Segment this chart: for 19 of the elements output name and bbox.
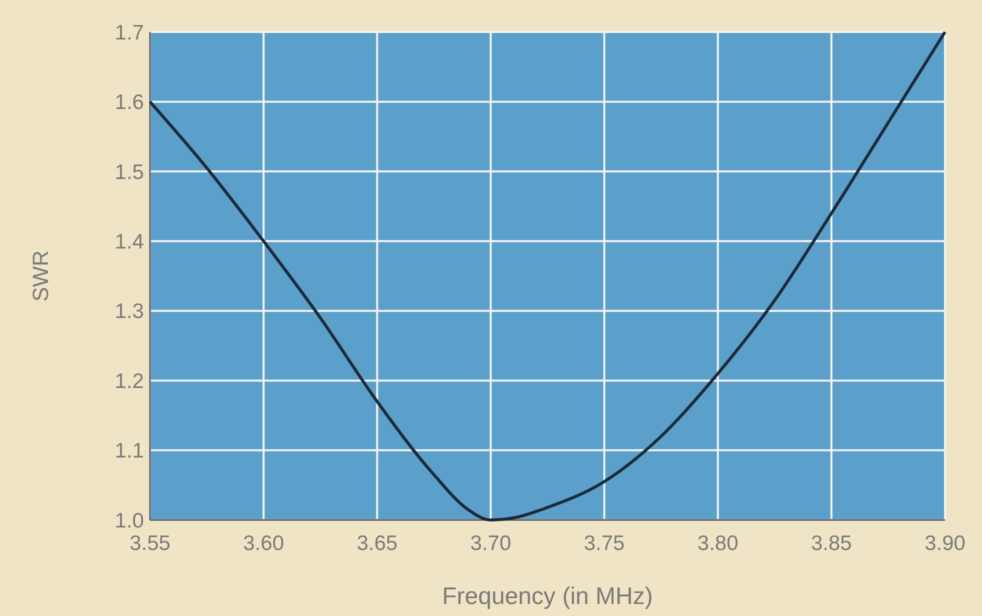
x-tick-label: 3.55 (130, 532, 170, 555)
y-tick-label: 1.5 (114, 160, 144, 184)
y-tick-label: 1.7 (114, 21, 144, 44)
y-tick-label: 1.6 (114, 91, 144, 114)
y-tick-label: 1.3 (114, 300, 144, 324)
x-tick-label: 3.80 (697, 532, 738, 555)
y-tick-label: 1.2 (114, 370, 144, 393)
y-axis-title: SWR (28, 250, 53, 302)
line-series (148, 30, 946, 522)
x-tick-label: 3.90 (924, 532, 966, 555)
x-tick-label: 3.75 (584, 532, 625, 555)
y-tick-label: 1.0 (114, 509, 144, 532)
x-tick-label: 3.70 (470, 532, 512, 555)
x-axis-title: Frequency (in MHz) (442, 583, 653, 610)
y-tick-label: 1.4 (114, 230, 144, 254)
x-tick-label: 3.65 (356, 532, 398, 555)
y-tick-label: 1.1 (114, 440, 144, 463)
x-tick-label: 3.85 (810, 532, 852, 555)
x-tick-label: 3.60 (243, 532, 284, 555)
